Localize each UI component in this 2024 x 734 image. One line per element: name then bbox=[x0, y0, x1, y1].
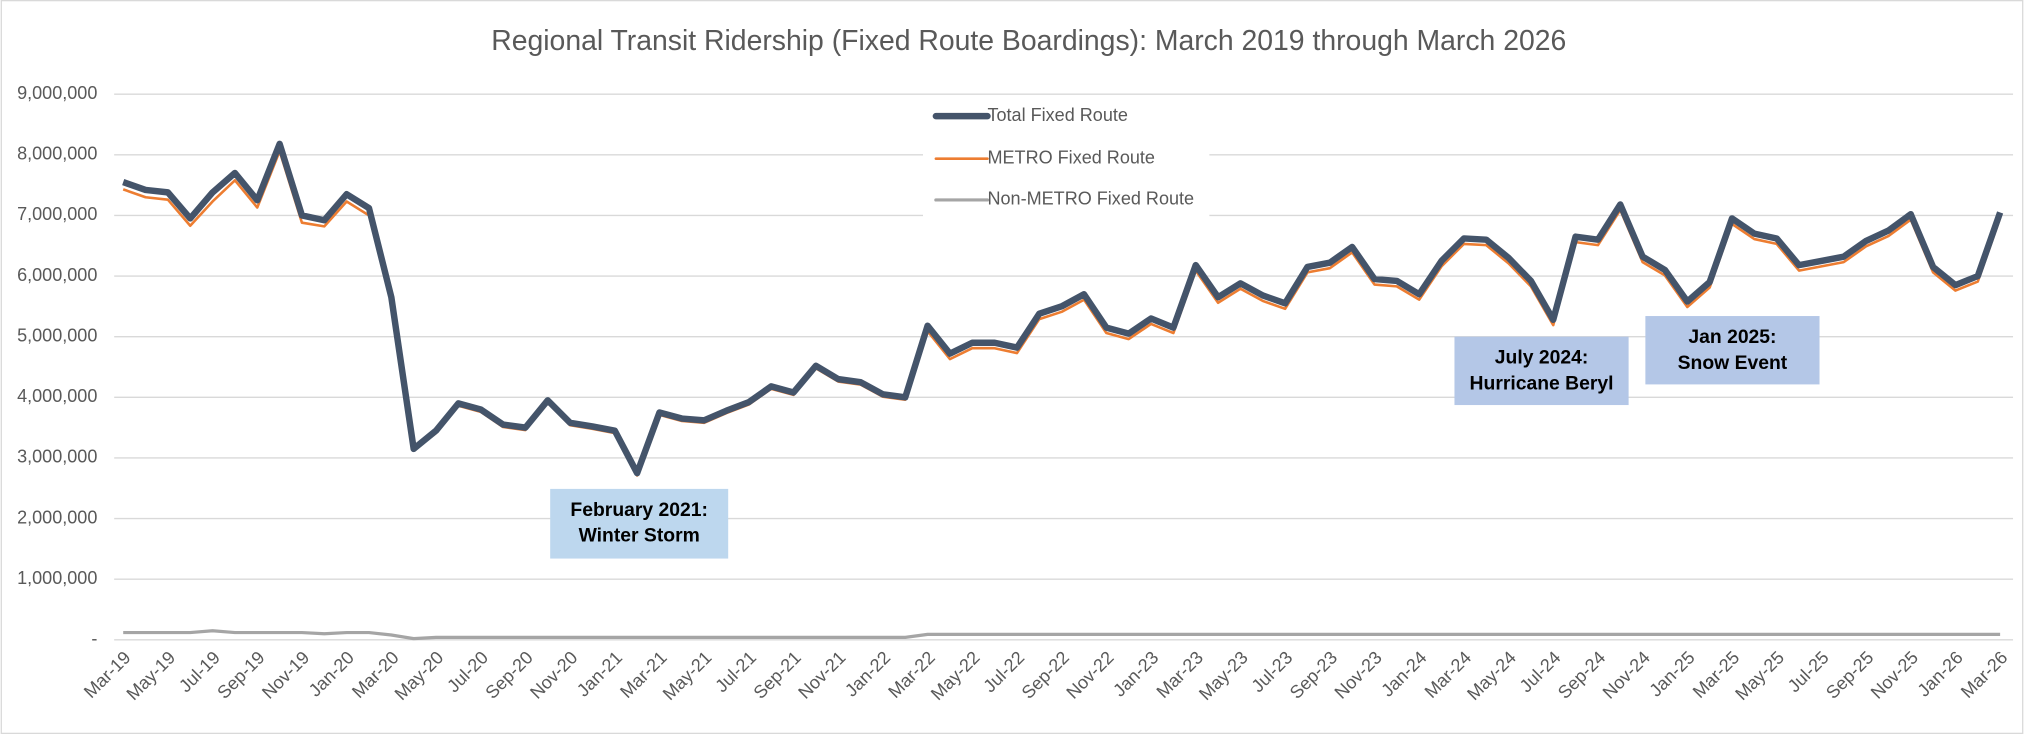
y-tick-label: 7,000,000 bbox=[17, 204, 97, 224]
annotation-text: Hurricane Beryl bbox=[1470, 373, 1614, 395]
annotation-box bbox=[1454, 336, 1629, 406]
annotation-text: Jan 2025: bbox=[1688, 326, 1776, 348]
y-tick-label: 5,000,000 bbox=[17, 325, 97, 345]
legend-label: Non-METRO Fixed Route bbox=[987, 189, 1194, 209]
y-tick-label: 4,000,000 bbox=[17, 386, 97, 406]
y-tick-label: 8,000,000 bbox=[17, 144, 97, 164]
legend-label: Total Fixed Route bbox=[987, 105, 1127, 125]
series-line bbox=[123, 629, 2001, 641]
y-tick-label: 1,000,000 bbox=[17, 568, 97, 588]
annotation-text: Winter Storm bbox=[579, 525, 700, 547]
annotation-text: July 2024: bbox=[1495, 347, 1588, 369]
annotation-text: February 2021: bbox=[570, 499, 708, 521]
y-tick-label: 9,000,000 bbox=[17, 83, 97, 103]
y-tick-label: 3,000,000 bbox=[17, 447, 97, 467]
annotation-box bbox=[1645, 316, 1820, 385]
annotation-box bbox=[550, 488, 729, 559]
legend-label: METRO Fixed Route bbox=[987, 147, 1154, 167]
y-tick-label: - bbox=[91, 629, 97, 649]
chart-title: Regional Transit Ridership (Fixed Route … bbox=[491, 25, 1566, 57]
annotation-text: Snow Event bbox=[1678, 352, 1788, 374]
series-line bbox=[122, 140, 2004, 477]
y-tick-label: 2,000,000 bbox=[17, 507, 97, 527]
y-tick-label: 6,000,000 bbox=[17, 265, 97, 285]
